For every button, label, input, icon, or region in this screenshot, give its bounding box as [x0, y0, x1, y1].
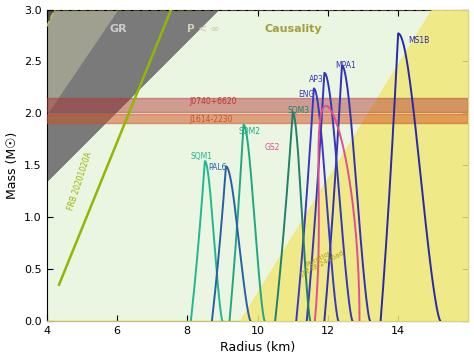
Text: J1614-2230: J1614-2230 [189, 115, 233, 124]
Text: SQM3: SQM3 [287, 106, 310, 115]
Text: GS2: GS2 [264, 143, 280, 152]
Text: FRB 20201020A: FRB 20201020A [66, 150, 93, 211]
Text: GR: GR [110, 24, 128, 35]
Text: PAL6: PAL6 [209, 163, 227, 172]
Text: Causality: Causality [264, 24, 322, 35]
Text: AP3: AP3 [309, 75, 323, 84]
Text: J0740+6620: J0740+6620 [189, 97, 237, 106]
Bar [47, 98, 468, 112]
X-axis label: Radius (km): Radius (km) [220, 341, 295, 355]
Text: Rotation
J1748-2446ad: Rotation J1748-2446ad [296, 244, 346, 278]
Text: ENG: ENG [298, 90, 314, 99]
Text: MPA1: MPA1 [335, 61, 356, 70]
Bar [47, 114, 468, 123]
Text: SQM1: SQM1 [191, 152, 213, 161]
Y-axis label: Mass (M☉): Mass (M☉) [6, 132, 18, 199]
Text: P < ∞: P < ∞ [187, 24, 219, 35]
Text: SQM2: SQM2 [238, 127, 260, 136]
Text: MS1B: MS1B [409, 36, 430, 45]
